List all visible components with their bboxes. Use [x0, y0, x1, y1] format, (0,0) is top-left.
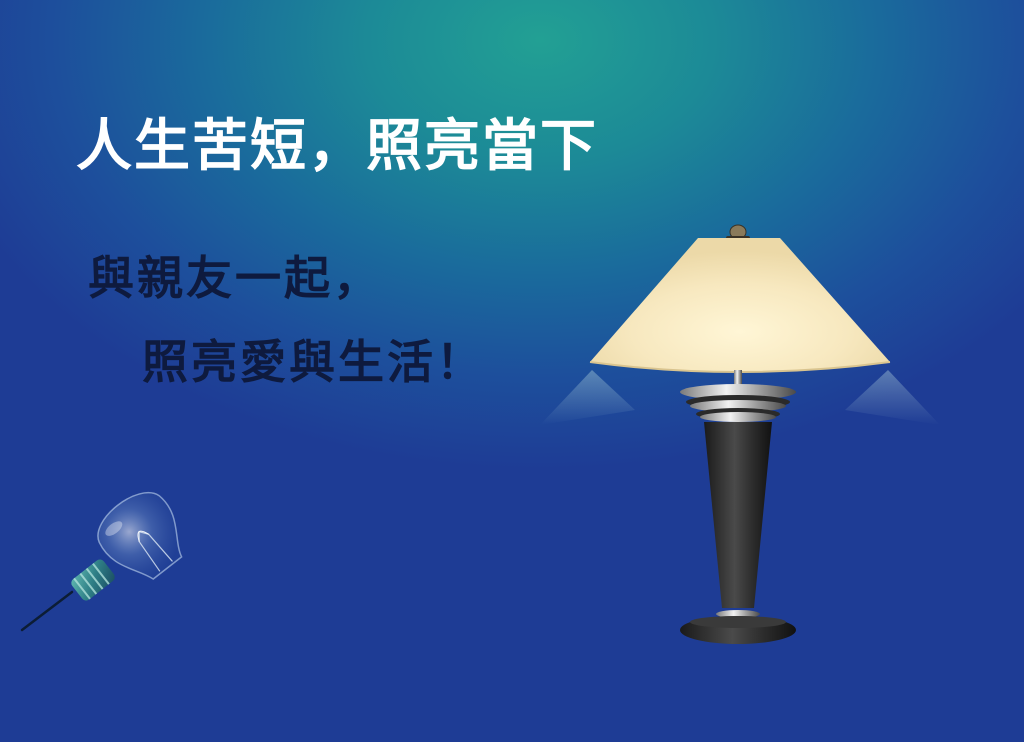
slide-headline: 人生苦短，照亮當下 — [76, 113, 598, 179]
table-lamp-icon — [540, 224, 940, 644]
slide-line-1: 與親友一起， — [88, 251, 382, 305]
slide-line-2: 照亮愛與生活！ — [142, 335, 485, 389]
light-bulb-icon — [20, 492, 183, 632]
